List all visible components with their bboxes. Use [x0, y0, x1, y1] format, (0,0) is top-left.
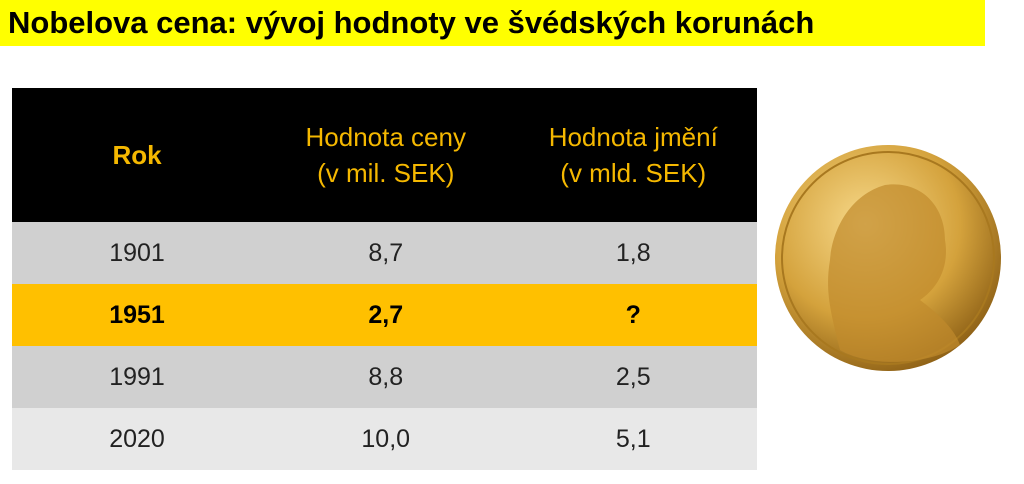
table-cell: 1,8: [615, 238, 651, 267]
header-line: Rok: [112, 140, 162, 170]
table-row: 2020 10,0 5,1: [12, 408, 757, 470]
table-cell: 2020: [109, 424, 165, 453]
table-cell: 2,7: [368, 300, 404, 329]
table: Rok Hodnota ceny (v mil. SEK) Hodnota jmění…: [12, 88, 757, 470]
header-line: Hodnota ceny: [305, 122, 466, 152]
header-line: (v mil. SEK): [317, 158, 455, 188]
header-line: (v mld. SEK): [560, 158, 707, 188]
header-cell: Rok: [12, 137, 262, 173]
table-cell: 10,0: [361, 424, 411, 453]
slide-title: Nobelova cena: vývoj hodnoty ve švédskýc…: [0, 0, 985, 46]
table-cell: 5,1: [615, 424, 651, 453]
table-cell: 1951: [109, 300, 165, 329]
header-cell: Hodnota jmění (v mld. SEK): [510, 119, 758, 191]
table-cell: 8,8: [368, 362, 404, 391]
table-row: 1951 2,7?: [12, 284, 757, 346]
medal-portrait: [828, 184, 960, 362]
header-line: Hodnota jmění: [548, 122, 718, 152]
table-cell: ?: [625, 300, 641, 329]
table-cell: 2,5: [615, 362, 651, 391]
header-cell: Hodnota ceny (v mil. SEK): [262, 119, 510, 191]
medal-rim: [781, 151, 995, 365]
table-cell: 1991: [109, 362, 165, 391]
table-row: 1991 8,8 2,5: [12, 346, 757, 408]
table-cell: 8,7: [368, 238, 404, 267]
table-cell: 1901: [109, 238, 165, 267]
medal: [775, 145, 1001, 371]
table-row: 1901 8,7 1,8: [12, 222, 757, 284]
header-row: Rok Hodnota ceny (v mil. SEK) Hodnota jmění…: [12, 88, 757, 222]
